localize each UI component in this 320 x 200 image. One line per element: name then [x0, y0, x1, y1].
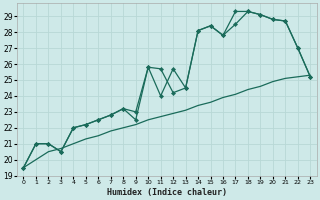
X-axis label: Humidex (Indice chaleur): Humidex (Indice chaleur): [107, 188, 227, 197]
